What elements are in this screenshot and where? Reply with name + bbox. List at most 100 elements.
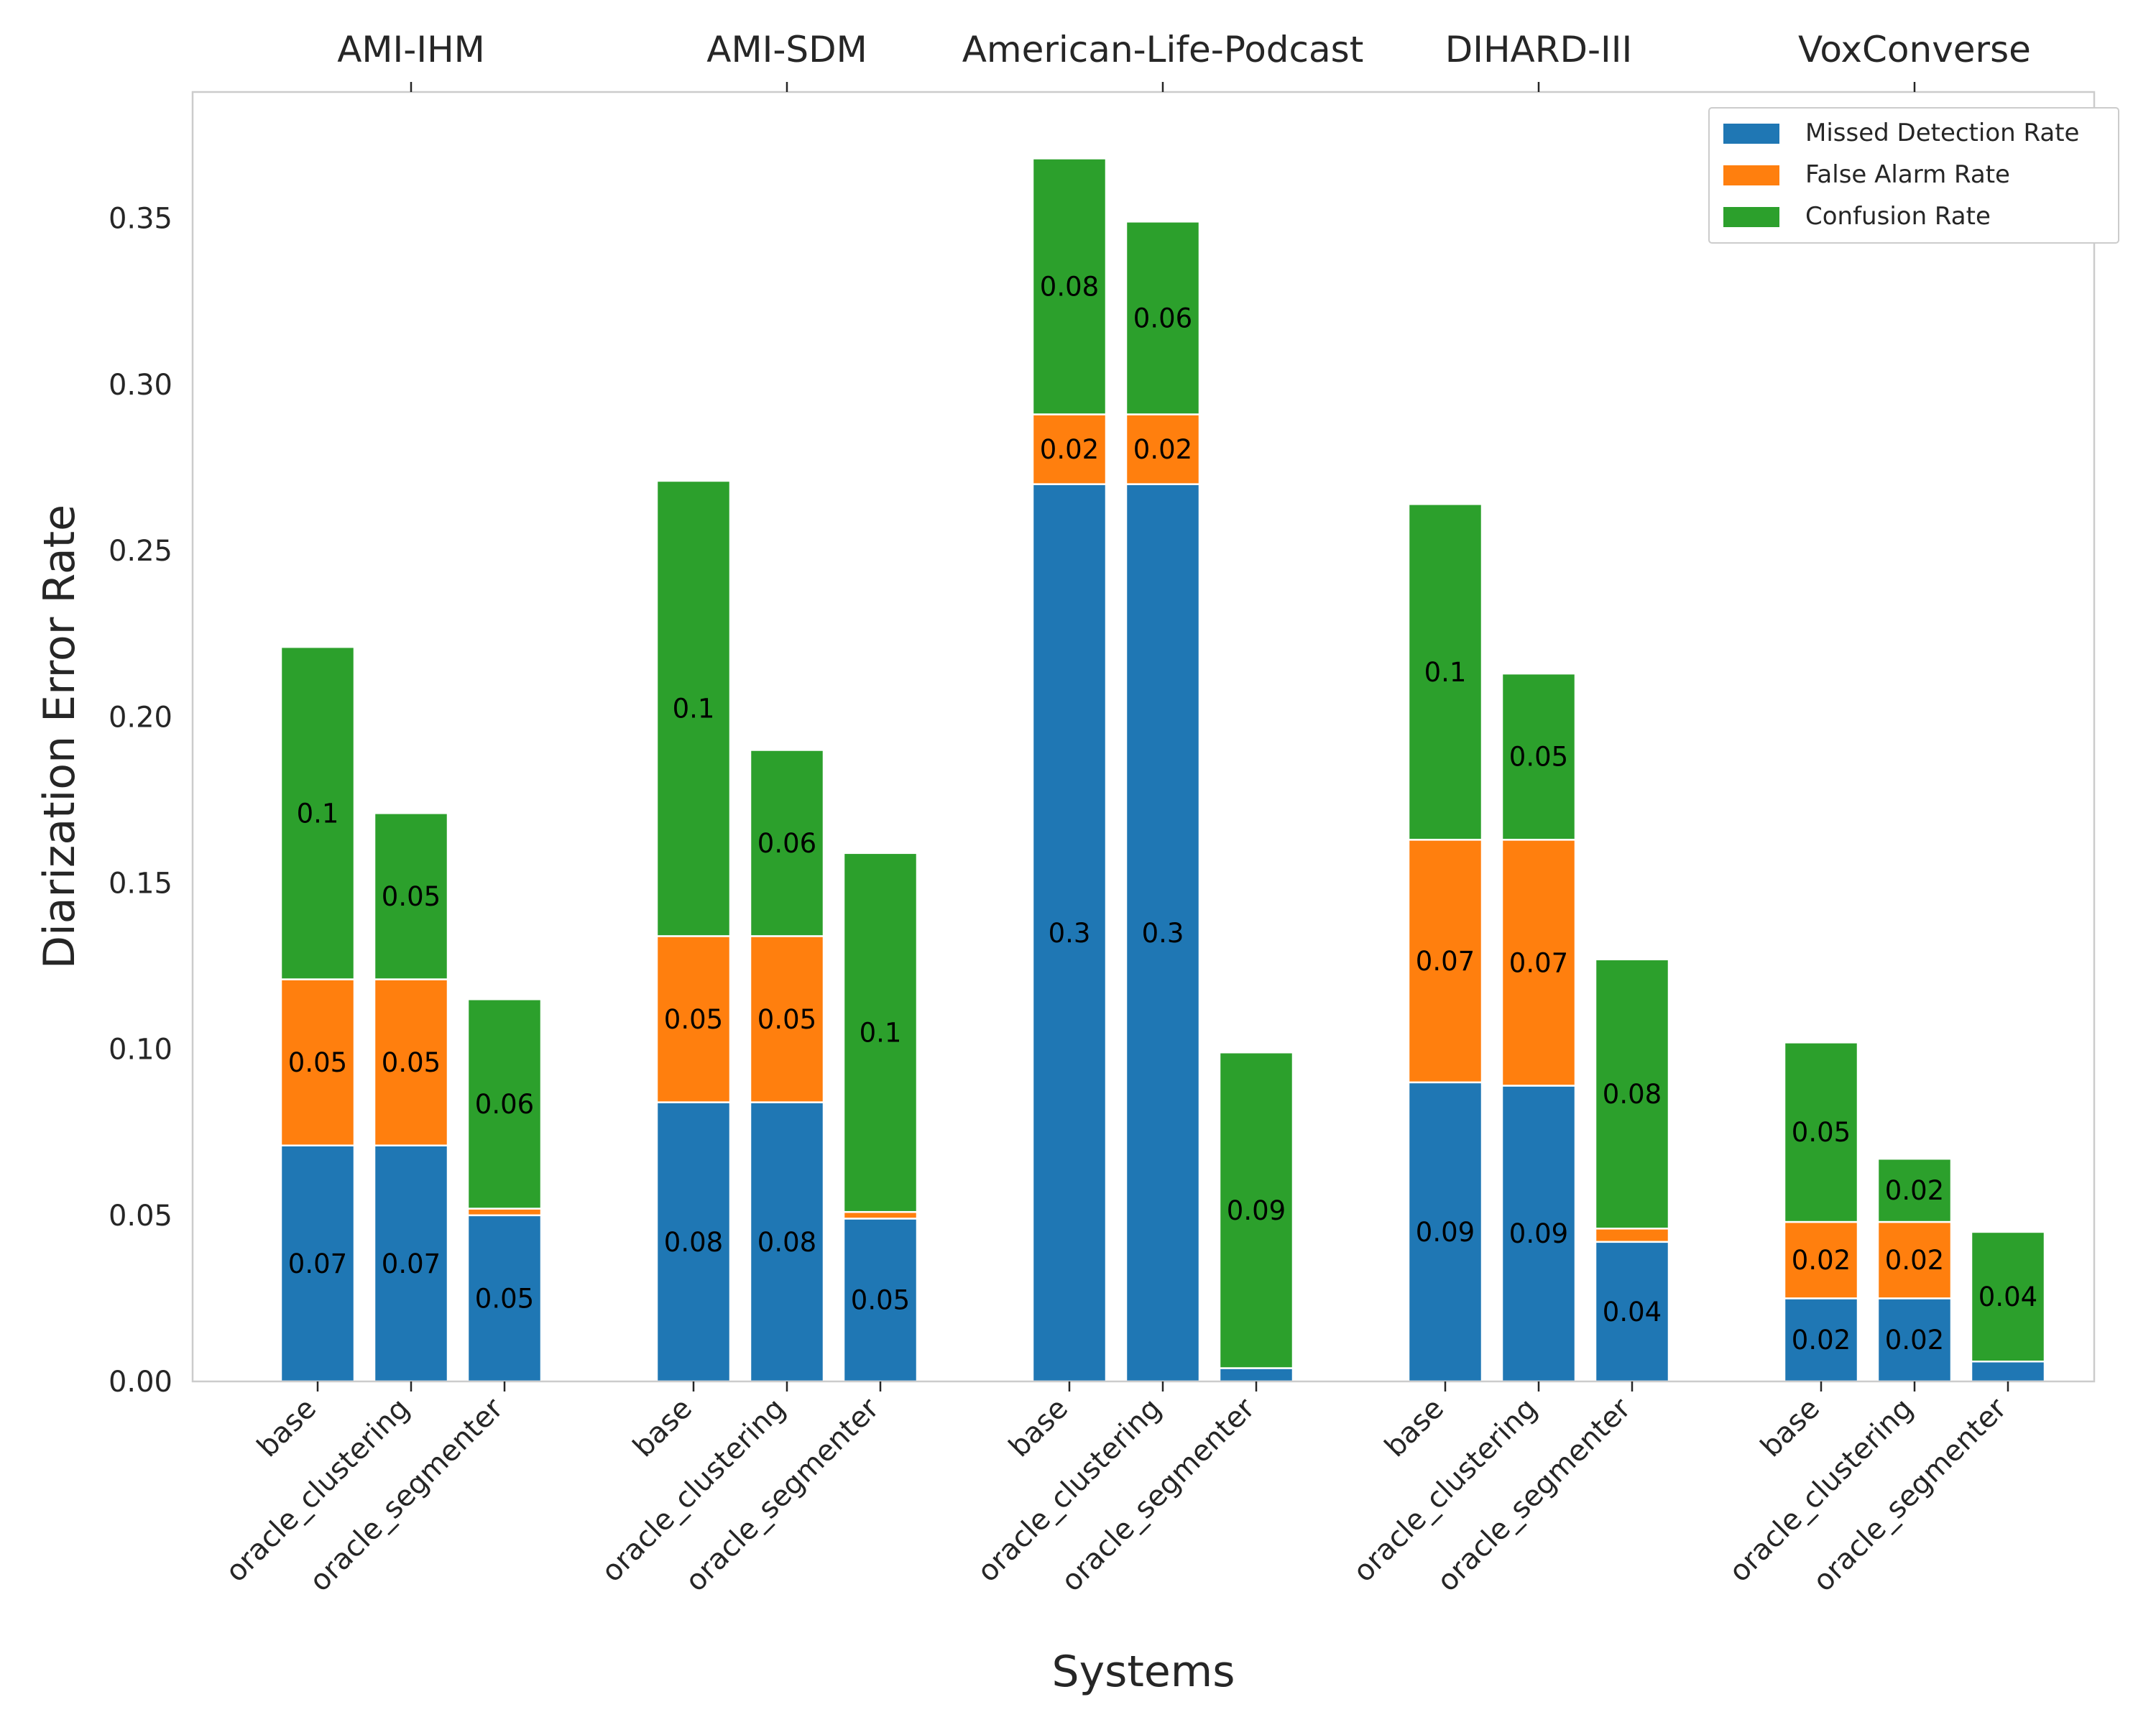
data-label: 0.05 [382,1047,441,1078]
bar-confusion-rate-ami-ihm-base [280,645,356,980]
bar-labels-layer: 0.07 0.05 0.1 0.07 0.05 0.05 0.05 0.06 0.08 0.05 0… [288,271,2037,1356]
plot-frame [191,91,2096,1383]
y-tick-label: 0.00 [109,1366,172,1399]
data-label: 0.05 [757,1004,816,1035]
bar-confusion-rate-american-life-podcast-oracle-clustering [1125,221,1201,415]
data-label: 0.05 [1792,1117,1851,1148]
data-label: 0.06 [1133,303,1192,334]
bar-missed-detection-rate-dihard-iii-base [1407,1081,1483,1383]
y-tick-label: 0.35 [109,203,172,236]
bar-missed-detection-rate-voxconverse-oracle-clustering [1876,1297,1953,1383]
data-label: 0.07 [1416,946,1475,977]
legend-swatch-missed-detection-rate [1723,124,1779,144]
data-label: 0.04 [1978,1282,2037,1312]
bar-missed-detection-rate-voxconverse-oracle-segmenter [1970,1361,2046,1383]
bar-confusion-rate-ami-sdm-base [655,479,732,937]
data-label: 0.05 [664,1004,723,1035]
bar-false-alarm-rate-voxconverse-oracle-clustering [1876,1220,1953,1300]
legend-label-confusion-rate: Confusion Rate [1805,202,1991,231]
bar-confusion-rate-ami-sdm-oracle-segmenter [842,852,918,1213]
data-label: 0.1 [860,1018,902,1049]
legend-label-missed-detection-rate: Missed Detection Rate [1805,119,2079,147]
legend-label-false-alarm-rate: False Alarm Rate [1805,160,2010,189]
bar-missed-detection-rate-american-life-podcast-oracle-segmenter [1218,1367,1294,1383]
data-label: 0.3 [1049,918,1091,949]
bar-confusion-rate-voxconverse-oracle-segmenter [1970,1230,2046,1363]
bar-false-alarm-rate-ami-ihm-oracle-clustering [373,978,449,1146]
bar-confusion-rate-ami-ihm-oracle-clustering [373,812,449,980]
bar-false-alarm-rate-american-life-podcast-base [1031,413,1107,485]
data-label: 0.1 [297,798,339,829]
bar-missed-detection-rate-ami-sdm-oracle-segmenter [842,1218,918,1383]
bar-missed-detection-rate-dihard-iii-oracle-clustering [1501,1085,1577,1383]
bar-false-alarm-rate-ami-sdm-base [655,935,732,1103]
bar-missed-detection-rate-dihard-iii-oracle-segmenter [1594,1241,1670,1383]
bar-missed-detection-rate-american-life-podcast-base [1031,483,1107,1383]
legend-swatch-false-alarm-rate [1723,165,1779,185]
data-label: 0.1 [1424,657,1467,688]
bar-confusion-rate-american-life-podcast-base [1031,157,1107,415]
data-label: 0.02 [1885,1325,1944,1356]
x-axis-title: Systems [1052,1647,1235,1697]
bar-false-alarm-rate-american-life-podcast-oracle-clustering [1125,413,1201,485]
y-tick-label: 0.10 [109,1034,172,1067]
data-label: 0.02 [1885,1245,1944,1276]
y-tick-label: 0.30 [109,369,172,402]
data-label: 0.1 [673,694,715,724]
data-label: 0.08 [757,1227,816,1258]
bar-confusion-rate-dihard-iii-base [1407,503,1483,841]
data-label: 0.05 [851,1285,910,1316]
data-label: 0.08 [1603,1079,1662,1110]
bar-missed-detection-rate-voxconverse-base [1783,1297,1859,1383]
legend-box [1708,107,2119,244]
bar-missed-detection-rate-ami-ihm-oracle-segmenter [466,1214,543,1383]
bar-false-alarm-rate-voxconverse-base [1783,1220,1859,1300]
bar-missed-detection-rate-american-life-podcast-oracle-clustering [1125,483,1201,1383]
data-label: 0.07 [1509,947,1568,978]
dataset-label-ami-sdm: AMI-SDM [706,29,867,70]
bar-confusion-rate-american-life-podcast-oracle-segmenter [1218,1052,1294,1369]
bar-confusion-rate-ami-sdm-oracle-clustering [749,749,825,937]
bar-false-alarm-rate-dihard-iii-oracle-segmenter [1594,1228,1670,1243]
bar-confusion-rate-voxconverse-oracle-clustering [1876,1157,1953,1223]
data-label: 0.07 [382,1248,441,1279]
data-label: 0.06 [757,828,816,859]
bar-false-alarm-rate-ami-sdm-oracle-clustering [749,935,825,1103]
data-label: 0.02 [1885,1175,1944,1206]
legend-swatch-confusion-rate [1723,207,1779,227]
data-label: 0.3 [1142,918,1184,949]
data-label: 0.05 [1509,742,1568,773]
data-label: 0.09 [1416,1217,1475,1248]
bar-false-alarm-rate-ami-ihm-oracle-segmenter [466,1208,543,1217]
data-label: 0.08 [664,1227,723,1258]
bar-false-alarm-rate-dihard-iii-oracle-clustering [1501,839,1577,1087]
dataset-label-dihard-iii: DIHARD-III [1445,29,1633,70]
data-label: 0.02 [1133,434,1192,465]
bar-confusion-rate-dihard-iii-oracle-segmenter [1594,958,1670,1230]
data-label: 0.04 [1603,1297,1662,1328]
data-label: 0.05 [288,1047,347,1078]
y-tick-label: 0.15 [109,867,172,900]
dataset-label-american-life-podcast: American-Life-Podcast [962,29,1364,70]
bar-confusion-rate-voxconverse-base [1783,1041,1859,1223]
y-tick-label: 0.25 [109,535,172,568]
dataset-label-voxconverse: VoxConverse [1798,29,2031,70]
bar-false-alarm-rate-dihard-iii-base [1407,839,1483,1084]
data-label: 0.02 [1792,1325,1851,1356]
data-label: 0.07 [288,1248,347,1279]
legend: Missed Detection Rate False Alarm Rate Con… [1708,107,2119,244]
y-axis: 0.00 0.05 0.10 0.15 0.20 0.25 0.30 0.35 [109,203,172,1399]
data-label: 0.05 [382,881,441,912]
data-label: 0.06 [475,1089,534,1120]
dataset-axis: AMI-IHM AMI-SDM American-Life-Podcast DIHAR… [337,29,2031,92]
data-label: 0.09 [1509,1218,1568,1249]
y-axis-title: Diarization Error Rate [34,505,85,969]
bars-layer [280,157,2046,1383]
y-tick-label: 0.20 [109,701,172,734]
data-label: 0.09 [1227,1195,1286,1226]
bar-missed-detection-rate-ami-sdm-base [655,1101,732,1383]
y-tick-label: 0.05 [109,1200,172,1233]
data-label: 0.02 [1040,434,1099,465]
bar-missed-detection-rate-ami-ihm-base [280,1144,356,1383]
